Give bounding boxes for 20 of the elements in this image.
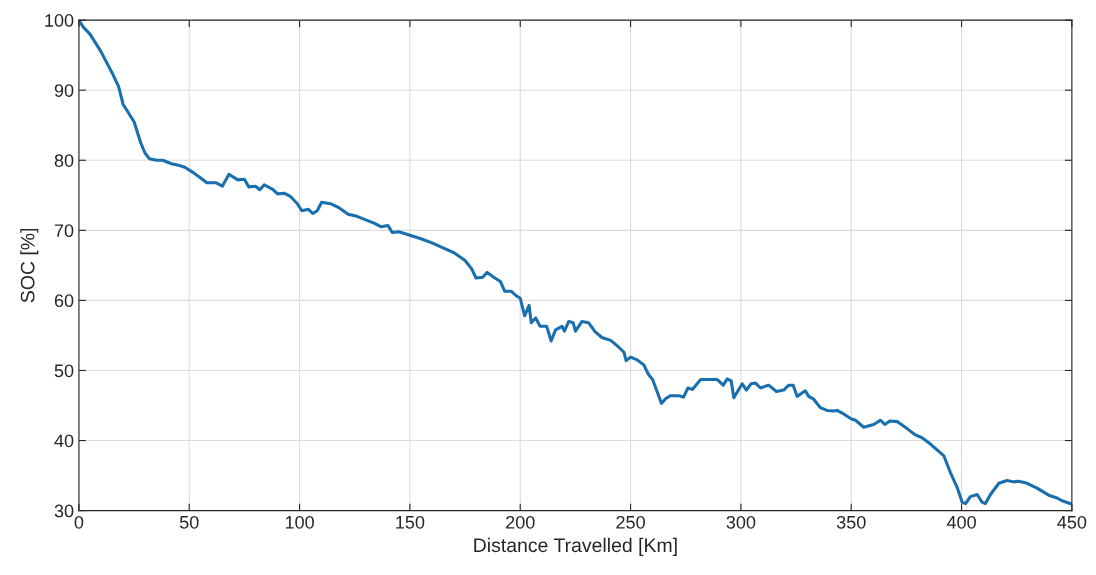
x-tick-label: 250 [616, 515, 645, 529]
y-tick-label: 90 [54, 84, 74, 97]
y-tick-label: 30 [54, 504, 74, 518]
y-tick-label: 70 [54, 224, 74, 238]
x-tick-label: 400 [946, 515, 976, 529]
x-tick-label: 200 [506, 515, 535, 529]
x-tick-label: 150 [396, 515, 425, 529]
x-tick-label: 350 [836, 515, 866, 529]
y-tick-label: 50 [54, 364, 74, 378]
y-tick-label: 100 [45, 14, 74, 27]
x-tick-label: 50 [179, 515, 199, 529]
x-tick-label: 0 [74, 515, 84, 529]
x-tick-label: 100 [285, 515, 314, 529]
x-axis-title: Distance Travelled [Km] [474, 537, 677, 556]
y-tick-label: 80 [54, 154, 74, 167]
y-tick-label: 40 [54, 434, 74, 448]
x-tick-label: 300 [726, 515, 756, 529]
x-tick-label: 450 [1057, 515, 1087, 529]
y-axis-title: SOC [%] [20, 228, 39, 303]
y-tick-label: 60 [54, 294, 74, 308]
